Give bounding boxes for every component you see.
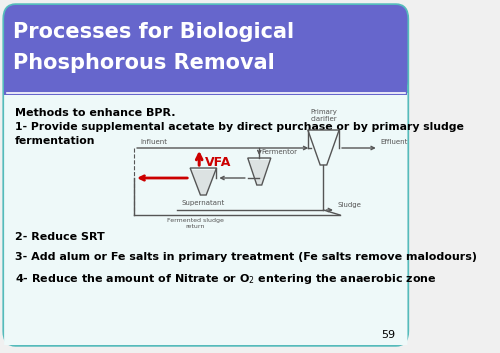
Text: Supernatant: Supernatant [182, 200, 225, 206]
Text: 3- Add alum or Fe salts in primary treatment (Fe salts remove malodours): 3- Add alum or Fe salts in primary treat… [15, 252, 477, 262]
Text: Phosphorous Removal: Phosphorous Removal [13, 53, 275, 73]
Text: Fermentor: Fermentor [261, 149, 297, 155]
Text: 2- Reduce SRT: 2- Reduce SRT [15, 232, 104, 242]
Text: fermentation: fermentation [15, 136, 96, 146]
Bar [4, 70, 407, 95]
Text: 1- Provide supplemental acetate by direct purchase or by primary sludge: 1- Provide supplemental acetate by direc… [15, 122, 464, 132]
Text: Primary
clarifier: Primary clarifier [310, 109, 337, 122]
Text: Methods to enhance BPR.: Methods to enhance BPR. [15, 108, 175, 118]
FancyBboxPatch shape [4, 93, 407, 345]
Text: Processes for Biological: Processes for Biological [13, 22, 294, 42]
FancyBboxPatch shape [4, 5, 407, 95]
Text: Fermented sludge
return: Fermented sludge return [166, 218, 224, 229]
Polygon shape [192, 170, 215, 194]
Text: 59: 59 [381, 330, 395, 340]
Text: Sludge: Sludge [338, 202, 361, 208]
FancyBboxPatch shape [4, 5, 407, 345]
Text: 4- Reduce the amount of Nitrate or O$_2$ entering the anaerobic zone: 4- Reduce the amount of Nitrate or O$_2$… [15, 272, 436, 286]
Text: Effluent: Effluent [380, 139, 407, 145]
Text: VFA: VFA [205, 156, 232, 169]
Text: Influent: Influent [140, 139, 167, 145]
Polygon shape [250, 160, 269, 184]
